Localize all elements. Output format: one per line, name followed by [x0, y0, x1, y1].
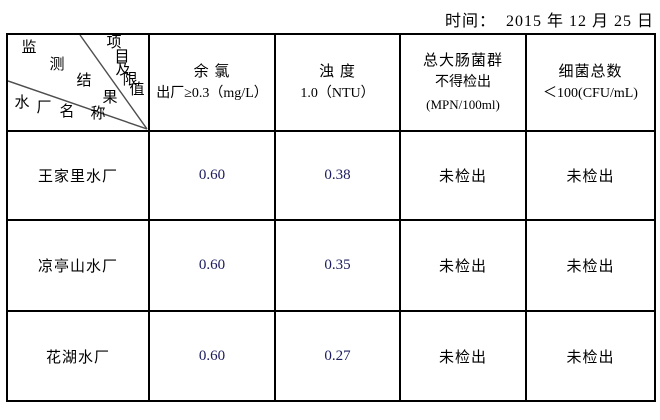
report-date: 时间： 2015 年 12 月 25 日 — [444, 13, 654, 30]
col-limit: 出厂≥0.3（mg/L） — [156, 85, 268, 101]
header-row: 监测结果 项目及限值 水厂名称 余 氯 出厂≥0.3（mg/L） 浊 度 1.0… — [6, 33, 656, 132]
plant-name-cell: 凉亭山水厂 — [6, 219, 150, 312]
col-limit: 1.0（NTU） — [300, 85, 375, 101]
col-title: 余 氯 — [193, 63, 231, 80]
chlorine-value-cell: 0.60 — [148, 310, 276, 402]
plant-name-cell: 王家里水厂 — [6, 130, 150, 221]
bacteria-result-cell: 未检出 — [525, 130, 656, 221]
corner-header-cell: 监测结果 项目及限值 水厂名称 — [6, 33, 150, 132]
col-title: 浊 度 — [319, 63, 356, 80]
corner-label-item-limit: 项目及限值 — [106, 35, 145, 98]
col-unit: (MPN/100ml) — [426, 96, 500, 112]
corner-header-inner: 监测结果 项目及限值 水厂名称 — [8, 35, 148, 130]
col-title: 细菌总数 — [558, 63, 623, 80]
chlorine-value-cell: 0.60 — [148, 219, 276, 312]
col-header-total-coliform: 总大肠菌群 不得检出 (MPN/100ml) — [399, 33, 527, 132]
coliform-result-cell: 未检出 — [399, 130, 527, 221]
corner-label-plant-name: 水厂名称 — [14, 95, 106, 122]
water-quality-table: 监测结果 项目及限值 水厂名称 余 氯 出厂≥0.3（mg/L） 浊 度 1.0… — [6, 33, 656, 402]
col-header-turbidity: 浊 度 1.0（NTU） — [274, 33, 401, 132]
coliform-result-cell: 未检出 — [399, 310, 527, 402]
col-limit: 不得检出 — [435, 74, 491, 90]
diagonal-divider-lines — [8, 35, 148, 130]
plant-name-cell: 花湖水厂 — [6, 310, 150, 402]
turbidity-value-cell: 0.27 — [274, 310, 401, 402]
coliform-result-cell: 未检出 — [399, 219, 527, 312]
corner-label-monitor-result: 监测结果 — [21, 40, 118, 106]
col-header-residual-chlorine: 余 氯 出厂≥0.3（mg/L） — [148, 33, 276, 132]
turbidity-value-cell: 0.35 — [274, 219, 401, 312]
table-row-liangtingshan: 凉亭山水厂 0.60 0.35 未检出 未检出 — [6, 219, 656, 312]
bacteria-result-cell: 未检出 — [525, 219, 656, 312]
bacteria-result-cell: 未检出 — [525, 310, 656, 402]
col-header-bacteria-count: 细菌总数 ＜100(CFU/mL) — [525, 33, 656, 132]
table-row-huahu: 花湖水厂 0.60 0.27 未检出 未检出 — [6, 310, 656, 402]
col-title: 总大肠菌群 — [422, 52, 503, 69]
col-limit: ＜100(CFU/mL) — [543, 85, 638, 101]
table-row-wangjiali: 王家里水厂 0.60 0.38 未检出 未检出 — [6, 130, 656, 221]
chlorine-value-cell: 0.60 — [148, 130, 276, 221]
turbidity-value-cell: 0.38 — [274, 130, 401, 221]
